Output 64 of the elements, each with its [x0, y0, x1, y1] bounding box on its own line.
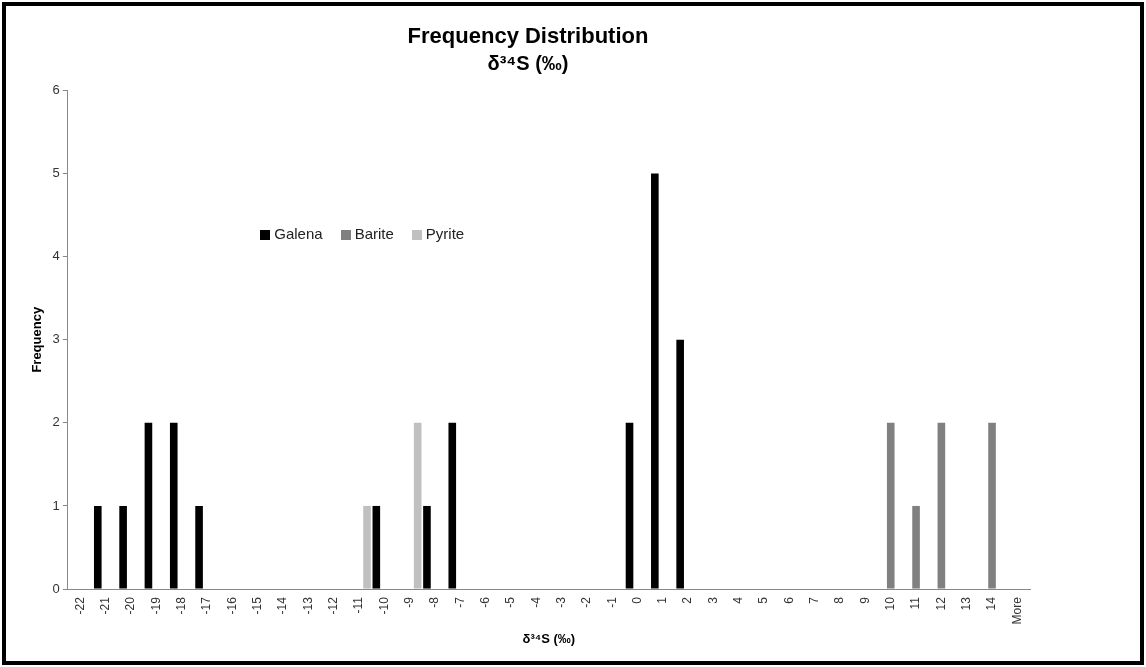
x-tick-label: -15 — [250, 596, 265, 615]
x-tick-label: 6 — [781, 596, 796, 604]
x-tick-label: 9 — [857, 596, 872, 604]
x-tick-label: More — [1009, 596, 1024, 625]
x-tick-label: -14 — [275, 596, 290, 615]
x-tick-label: -17 — [199, 596, 214, 615]
x-tick-label: 4 — [731, 596, 746, 604]
bar — [93, 505, 102, 589]
bar — [676, 339, 684, 589]
y-tick-label: 5 — [52, 165, 60, 181]
x-tick-label: -9 — [401, 596, 416, 608]
bar — [372, 505, 381, 589]
x-tick-label: -21 — [98, 596, 113, 615]
x-tick-label: -22 — [72, 596, 87, 615]
bar — [448, 422, 457, 589]
bar — [413, 422, 422, 589]
bar — [195, 505, 203, 589]
legend-label: Galena — [273, 225, 323, 243]
bar — [144, 422, 153, 589]
y-tick-label: 4 — [52, 248, 60, 264]
x-tick-label: -11 — [351, 596, 366, 614]
x-tick-label: -6 — [477, 596, 492, 608]
x-tick-label: -10 — [376, 596, 391, 615]
x-tick-label: -3 — [553, 596, 568, 608]
x-tick-label: -4 — [528, 596, 543, 608]
x-axis-title: δ³⁴S (‰) — [522, 630, 576, 646]
x-tick-label: -5 — [503, 596, 518, 608]
bar — [169, 422, 178, 589]
y-tick-label: 1 — [52, 497, 60, 513]
x-tick-label: 13 — [959, 596, 974, 611]
bar — [363, 505, 371, 589]
y-tick-label: 3 — [52, 331, 60, 347]
x-tick-label: 10 — [883, 596, 898, 611]
x-tick-label: -13 — [300, 596, 315, 615]
x-tick-label: 11 — [908, 596, 923, 610]
x-tick-label: 0 — [629, 596, 644, 604]
x-tick-label: 1 — [655, 596, 670, 604]
x-tick-label: -20 — [123, 596, 138, 615]
x-tick-label: -16 — [224, 596, 239, 615]
x-tick-label: 14 — [984, 596, 999, 611]
x-tick-label: 5 — [756, 596, 771, 604]
x-tick-label: -12 — [326, 596, 341, 615]
x-tick-label: -19 — [148, 596, 163, 615]
legend-label: Pyrite — [424, 225, 465, 243]
bar — [651, 173, 659, 589]
bar — [119, 505, 127, 589]
x-tick-label: -18 — [174, 596, 189, 615]
x-tick-label: 2 — [680, 596, 695, 604]
x-tick-label: 12 — [933, 596, 948, 611]
y-axis-title: Frequency — [29, 306, 45, 373]
bar — [423, 505, 431, 589]
x-tick-label: -2 — [579, 596, 594, 608]
y-tick-label: 6 — [52, 81, 60, 97]
x-tick-label: 8 — [832, 596, 847, 604]
bar — [625, 422, 634, 589]
x-tick-label: 3 — [705, 596, 720, 604]
x-tick-label: 7 — [807, 596, 822, 604]
x-tick-label: -7 — [452, 596, 467, 608]
x-tick-label: -8 — [427, 596, 442, 608]
y-tick-label: 2 — [52, 414, 60, 430]
chart-subtitle: δ³⁴S (‰) — [487, 51, 569, 74]
chart-title: Frequency Distribution — [407, 23, 649, 49]
legend-label: Barite — [353, 225, 394, 243]
x-tick-label: -1 — [604, 596, 619, 608]
